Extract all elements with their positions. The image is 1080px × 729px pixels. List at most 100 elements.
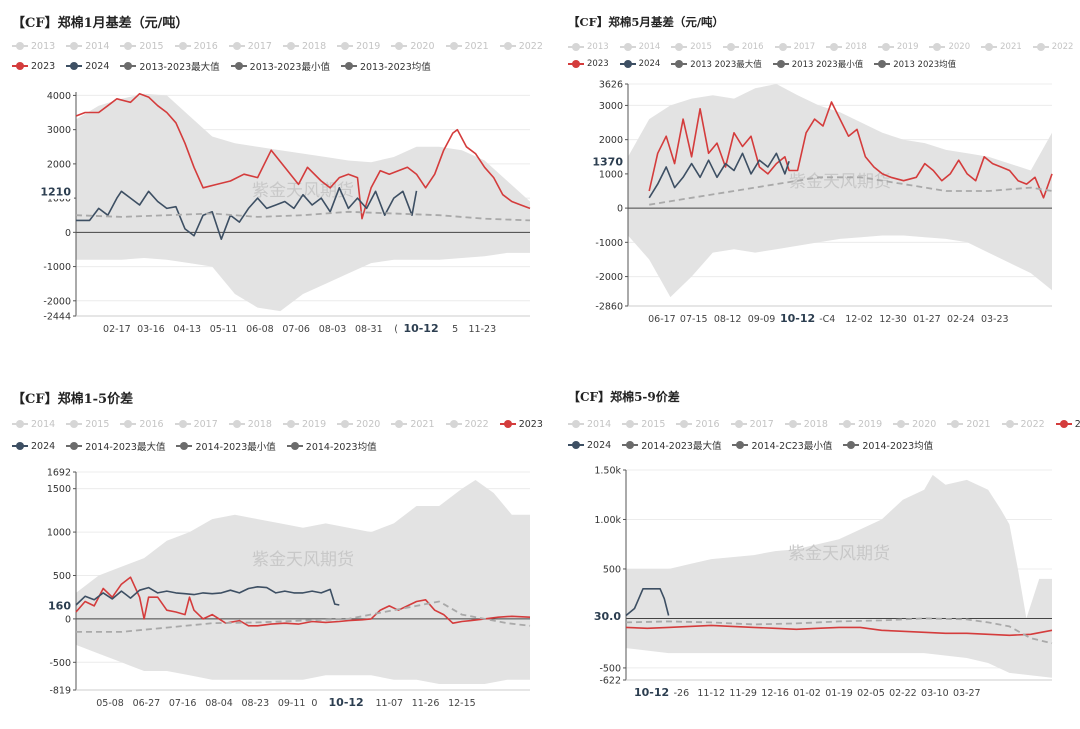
- legend-item[interactable]: 2014-2023最小值: [176, 439, 276, 453]
- legend-item[interactable]: 2020: [337, 419, 380, 430]
- legend-marker-icon: [282, 41, 299, 51]
- legend-item[interactable]: 2013: [12, 41, 55, 52]
- legend-item[interactable]: 2018: [826, 42, 867, 52]
- legend-item[interactable]: 2015: [671, 42, 712, 52]
- legend-item[interactable]: 2017: [228, 40, 272, 52]
- y-tick-label: 0: [65, 614, 71, 625]
- legend-marker-icon: [619, 42, 636, 52]
- legend-item[interactable]: 2021: [981, 42, 1022, 52]
- legend-item[interactable]: 2018: [784, 419, 828, 430]
- legend-marker-icon: [499, 419, 516, 429]
- legend-item[interactable]: 2018: [282, 40, 327, 52]
- legend-item[interactable]: 2024: [66, 61, 109, 72]
- legend-marker-icon: [282, 419, 299, 429]
- legend-item[interactable]: 2024: [568, 440, 611, 451]
- legend-item[interactable]: 2022: [445, 419, 489, 430]
- legend-label: 2023: [518, 418, 543, 430]
- legend-item[interactable]: 2013 2023最小值: [772, 58, 863, 70]
- legend-marker-icon: [12, 41, 28, 51]
- legend-marker-icon: [340, 61, 357, 71]
- legend-item[interactable]: 2016: [676, 419, 720, 430]
- y-tick-label: 1000: [47, 528, 71, 539]
- watermark: 紫金天风期货: [252, 550, 354, 570]
- legend-item[interactable]: 2024: [12, 441, 55, 452]
- legend-marker-icon: [730, 419, 747, 429]
- y-crosshair-label-box: [590, 153, 626, 170]
- legend-marker-icon: [622, 419, 639, 429]
- legend-label: 2013-2023最小值: [249, 62, 330, 73]
- legend-item[interactable]: 2017: [774, 42, 816, 52]
- legend-item[interactable]: 2015: [120, 41, 164, 52]
- legend-item[interactable]: 2022: [499, 41, 543, 52]
- y-crosshair-label: 1210: [40, 185, 71, 198]
- legend-item[interactable]: 2014: [12, 419, 55, 430]
- legend-item[interactable]: 2014: [66, 41, 109, 52]
- legend-item[interactable]: 2014: [568, 419, 611, 430]
- max-min-band-area: [76, 480, 530, 684]
- legend-item[interactable]: 2016: [120, 419, 164, 430]
- legend-item[interactable]: 2014-2023均值: [843, 438, 933, 452]
- legend-item[interactable]: 2019: [838, 419, 882, 430]
- y-tick-label: 500: [53, 571, 71, 582]
- legend-item[interactable]: 2014: [619, 42, 660, 52]
- legend-item[interactable]: 2019: [337, 41, 380, 52]
- legend-item[interactable]: 2019: [877, 42, 918, 52]
- legend-item[interactable]: 2020: [893, 419, 936, 430]
- x-tick-label: 06-08: [246, 324, 274, 335]
- legend-item[interactable]: 2013 2023均值: [874, 58, 956, 70]
- legend-label: 2024: [638, 59, 661, 69]
- legend-label: 2016: [741, 42, 764, 52]
- legend-item[interactable]: 2020: [391, 41, 435, 52]
- legend-item[interactable]: 2024: [619, 59, 661, 69]
- legend-marker-icon: [1001, 419, 1018, 429]
- y-tick-label: 0: [617, 204, 623, 215]
- x-tick-label: 07-06: [282, 324, 310, 335]
- legend-item[interactable]: 2015: [66, 419, 109, 430]
- legend-label: 2018: [301, 40, 327, 52]
- legend-label: 2015: [85, 418, 110, 430]
- chart-canvas: 紫金天风期货 -2860 -2000 -1000 0 1000 2000 3000 3626 06…: [590, 80, 1053, 325]
- y-tick-label: 1.00k: [594, 515, 621, 526]
- legend-item[interactable]: 2017: [174, 418, 218, 430]
- legend-item[interactable]: 2015: [622, 419, 665, 430]
- legend-item[interactable]: 2016: [722, 42, 764, 52]
- legend-item[interactable]: 2022: [1032, 42, 1073, 52]
- legend-item[interactable]: 2016: [174, 41, 218, 52]
- legend-marker-icon: [676, 419, 693, 429]
- legend-item[interactable]: 2013 2023最大值: [671, 58, 762, 70]
- max-min-band-area: [628, 84, 1052, 298]
- legend-item[interactable]: 2023: [12, 61, 55, 72]
- legend-item[interactable]: 2019: [282, 419, 326, 430]
- legend-row-series: 2024 2014-2023最大值 2014-2C23最小值 2014-2023均值: [568, 438, 944, 452]
- legend-label: 2017: [793, 42, 816, 52]
- legend-label: 2020: [912, 418, 937, 430]
- legend-marker-icon: [981, 42, 998, 52]
- legend-item[interactable]: 2014-2C23最小值: [732, 438, 832, 452]
- x-crosshair-label: 10-12: [403, 322, 438, 335]
- legend-item[interactable]: 2023: [568, 59, 609, 69]
- legend-item[interactable]: 2021: [445, 41, 489, 52]
- x-tick-label: -26: [674, 688, 690, 699]
- watermark: 紫金天风期货: [789, 172, 891, 192]
- legend-label: 2017: [193, 418, 218, 430]
- legend-item[interactable]: 2020: [929, 42, 970, 52]
- legend-item[interactable]: 2014-2023最大值: [622, 438, 721, 452]
- legend-item[interactable]: 2014-2023最大值: [66, 439, 165, 453]
- legend-item[interactable]: 2013-2023均值: [340, 59, 431, 73]
- legend-marker-icon: [1032, 42, 1049, 52]
- legend-item[interactable]: 2018: [228, 419, 272, 430]
- legend-item[interactable]: 2022: [1001, 419, 1045, 430]
- legend-item[interactable]: 2013-2023最小值: [230, 59, 330, 73]
- legend-label: 2017: [247, 40, 272, 52]
- legend-item[interactable]: 2013: [568, 42, 609, 52]
- legend-item[interactable]: 2013-2023最大值: [120, 59, 220, 73]
- legend-item[interactable]: 2021: [947, 419, 991, 430]
- legend-item[interactable]: 2023: [499, 418, 543, 430]
- legend-item[interactable]: 2014-2023均值: [286, 439, 377, 453]
- legend-item[interactable]: 2021: [391, 419, 435, 430]
- legend-item[interactable]: 2023: [1055, 419, 1080, 430]
- legend-marker-icon: [947, 419, 964, 429]
- legend-item[interactable]: 2017: [730, 419, 774, 430]
- legend-marker-icon: [391, 419, 408, 429]
- legend-label: 2013 2023最大值: [690, 60, 762, 70]
